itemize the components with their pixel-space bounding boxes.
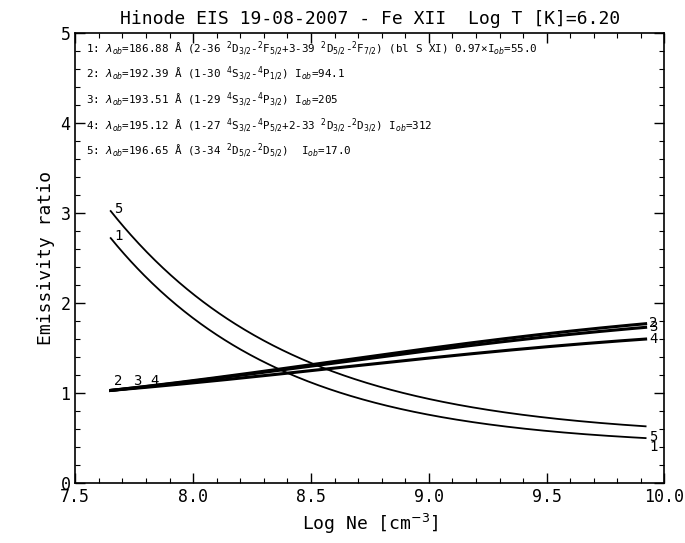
Text: 5: 5 [114,202,123,216]
Text: 2: 2 [649,316,658,330]
Text: 4: 4 [649,332,658,346]
Title: Hinode EIS 19-08-2007 - Fe XII  Log T [K]=6.20: Hinode EIS 19-08-2007 - Fe XII Log T [K]… [120,10,620,28]
Text: 2: 2 [114,375,123,388]
Y-axis label: Emissivity ratio: Emissivity ratio [37,171,55,345]
Text: 3: 3 [649,320,658,334]
Text: 5: 5 [649,430,658,444]
Text: 1: 1 [649,440,658,454]
Text: 1: 1 [114,229,123,243]
X-axis label: Log Ne [cm$^{-3}$]: Log Ne [cm$^{-3}$] [301,512,438,536]
Text: 4: 4 [151,375,159,388]
Text: 3: 3 [133,375,142,388]
Text: 1: $\lambda_{ob}$=186.88 Å (2-36 $^2$D$_{3/2}$-$^2$F$_{5/2}$+3-39 $^2$D$_{5/2}$-: 1: $\lambda_{ob}$=186.88 Å (2-36 $^2$D$_… [86,39,538,160]
